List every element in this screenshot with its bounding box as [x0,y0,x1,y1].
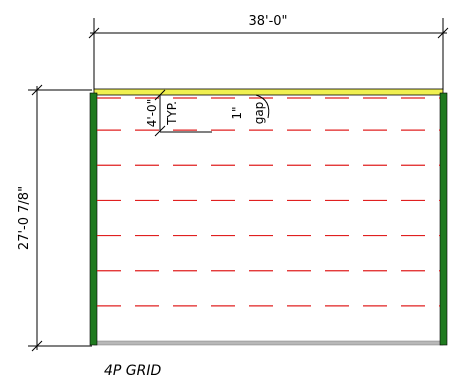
gap-callout-leader [255,94,270,119]
gap-size-label: 1" [230,106,244,119]
gap-word-label: gap [252,102,266,125]
height-tick-top [31,84,43,96]
bottom-edge-strip [93,340,444,346]
spacing-callout-tick-top [154,89,166,101]
left-side-rail [89,92,98,346]
grid-lines [97,97,440,307]
top-edge-strip [93,88,444,96]
spacing-callout [154,89,212,137]
height-tick-bottom [31,340,43,352]
width-tick-left [88,27,100,39]
height-dimension [28,84,92,352]
right-side-rail [439,92,448,346]
spacing-label: 4'-0" [145,99,159,127]
typical-label: TYP. [165,101,179,126]
width-tick-right [437,27,449,39]
grid-caption: 4P GRID [104,363,162,379]
height-dimension-label: 27'-0 7/8" [17,186,32,250]
spacing-callout-tick-bottom [154,125,166,137]
width-dimension-label: 38'-0" [248,14,287,29]
width-dimension [88,18,449,90]
